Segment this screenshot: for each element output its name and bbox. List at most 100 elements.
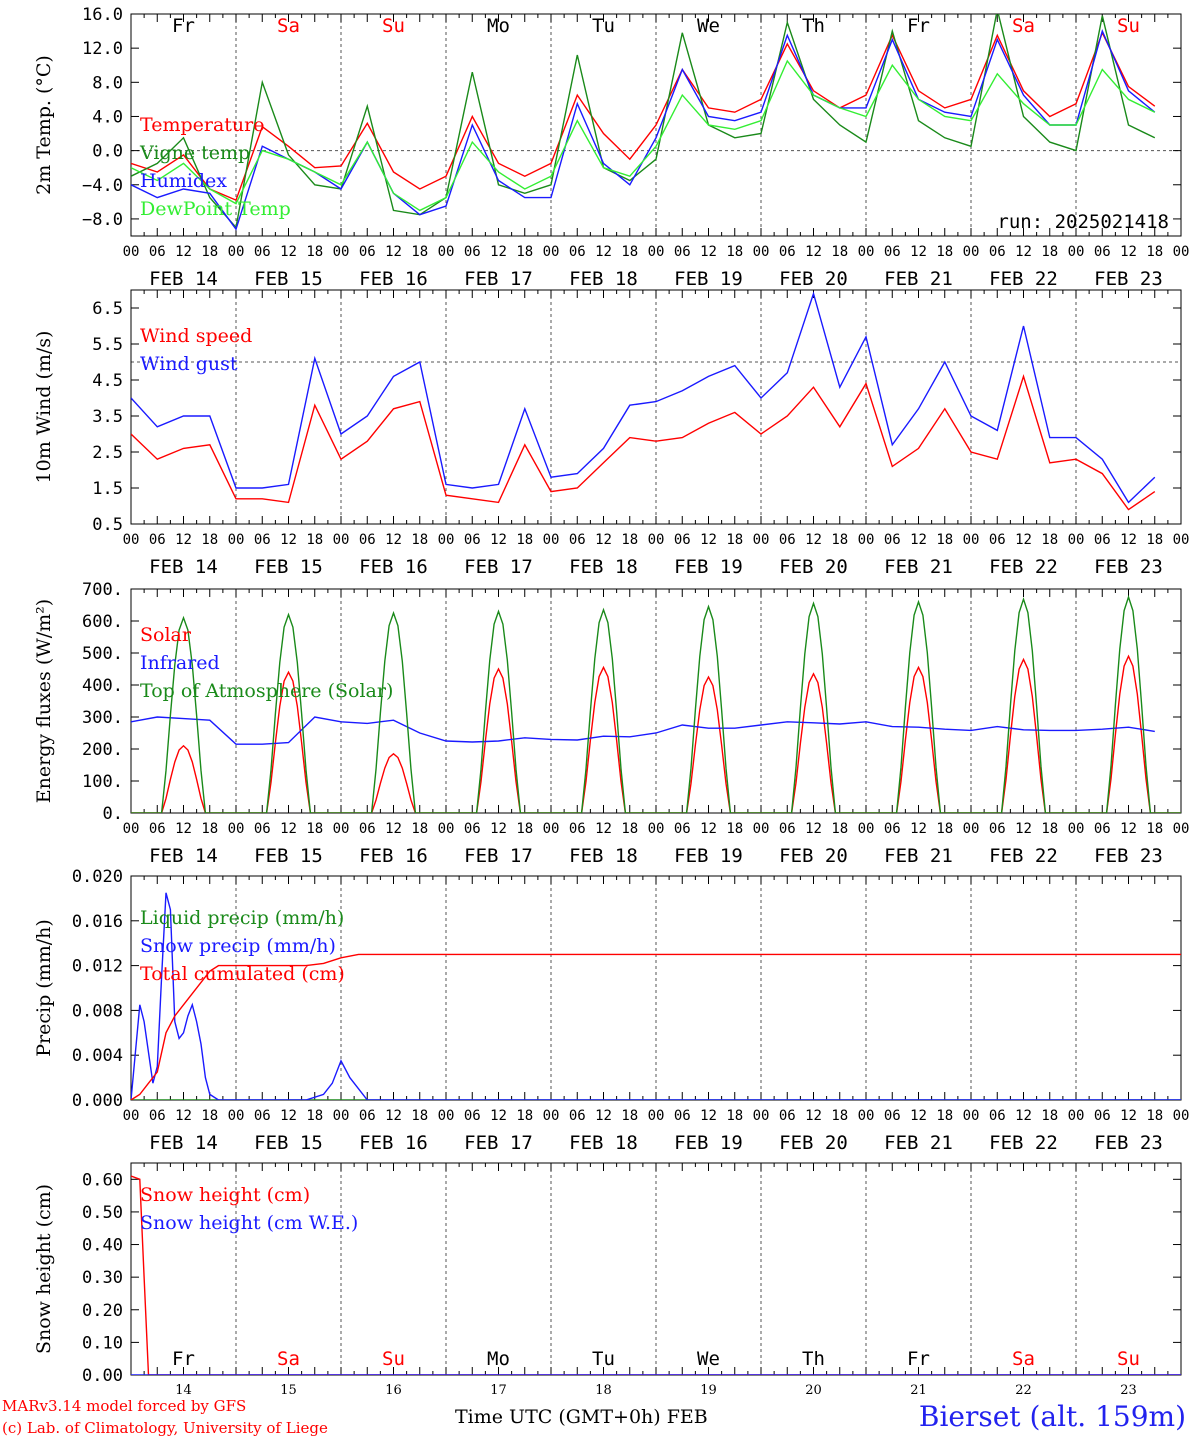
x-tick-label: 12 bbox=[910, 532, 927, 548]
x-tick-label: 06 bbox=[884, 1108, 901, 1124]
x-tick-label: 12 bbox=[910, 244, 927, 260]
date-label: FEB 14 bbox=[149, 1132, 218, 1154]
x-tick-label: 12 bbox=[910, 821, 927, 837]
y-tick-label: 0. bbox=[103, 804, 123, 824]
y-tick-label: 4.0 bbox=[92, 107, 123, 127]
weekday-label: Sa bbox=[277, 15, 300, 37]
date-label: FEB 18 bbox=[569, 1132, 638, 1154]
x-tick-label: 18 bbox=[1146, 532, 1163, 548]
legend-entry: Top of Atmosphere (Solar) bbox=[140, 680, 393, 702]
y-tick-label: 0.016 bbox=[72, 912, 123, 932]
date-label: FEB 20 bbox=[779, 845, 848, 867]
x-tick-label: 00 bbox=[228, 821, 245, 837]
x-tick-label: 06 bbox=[254, 1108, 271, 1124]
x-tick-label: 00 bbox=[963, 532, 980, 548]
x-tick-label: 12 bbox=[1120, 532, 1137, 548]
x-tick-label: 06 bbox=[1094, 532, 1111, 548]
day-number-label: 15 bbox=[280, 1383, 297, 1398]
x-tick-label: 00 bbox=[1173, 821, 1190, 837]
x-tick-label: 06 bbox=[359, 244, 376, 260]
date-label: FEB 17 bbox=[464, 845, 533, 867]
x-tick-label: 00 bbox=[858, 244, 875, 260]
x-tick-label: 06 bbox=[779, 244, 796, 260]
legend-entry: Liquid precip (mm/h) bbox=[140, 907, 344, 929]
weekday-label: Sa bbox=[1012, 15, 1035, 37]
x-tick-label: 12 bbox=[1120, 1108, 1137, 1124]
date-label: FEB 21 bbox=[884, 1132, 953, 1154]
x-tick-label: 12 bbox=[385, 244, 402, 260]
day-number-label: 22 bbox=[1015, 1383, 1032, 1398]
day-number-label: 16 bbox=[385, 1383, 402, 1398]
model-credit: MARv3.14 model forced by GFS bbox=[2, 1397, 247, 1415]
x-tick-label: 18 bbox=[1146, 821, 1163, 837]
date-label: FEB 23 bbox=[1094, 268, 1163, 290]
date-label: FEB 19 bbox=[674, 556, 743, 578]
y-tick-label: 0.50 bbox=[82, 1203, 123, 1223]
x-tick-label: 18 bbox=[726, 244, 743, 260]
weekday-label: Tu bbox=[592, 1348, 615, 1370]
weekday-label: Su bbox=[1117, 15, 1140, 37]
series-line-temperature bbox=[131, 31, 1156, 202]
x-tick-label: 00 bbox=[753, 1108, 770, 1124]
y-tick-label: 0.000 bbox=[72, 1091, 123, 1111]
x-tick-label: 06 bbox=[254, 244, 271, 260]
x-tick-label: 06 bbox=[569, 244, 586, 260]
x-tick-label: 12 bbox=[1120, 244, 1137, 260]
x-tick-label: 06 bbox=[884, 821, 901, 837]
date-label: FEB 15 bbox=[254, 845, 323, 867]
date-label: FEB 23 bbox=[1094, 1132, 1163, 1154]
y-tick-label: 8.0 bbox=[92, 73, 123, 93]
y-tick-label: 0.00 bbox=[82, 1366, 123, 1386]
y-tick-label: 0.020 bbox=[72, 867, 123, 887]
x-tick-label: 00 bbox=[333, 532, 350, 548]
series-line-snow-precip-mm-h- bbox=[131, 892, 1181, 1100]
weekday-label: Su bbox=[382, 15, 405, 37]
lab-credit: (c) Lab. of Climatology, University of L… bbox=[2, 1419, 328, 1437]
x-tick-label: 18 bbox=[936, 1108, 953, 1124]
series-line-solar bbox=[131, 654, 1181, 813]
y-tick-label: 0.40 bbox=[82, 1236, 123, 1256]
x-tick-label: 00 bbox=[543, 821, 560, 837]
x-tick-label: 12 bbox=[1015, 532, 1032, 548]
x-tick-label: 12 bbox=[805, 532, 822, 548]
x-tick-label: 18 bbox=[201, 1108, 218, 1124]
y-tick-label: 0.008 bbox=[72, 1001, 123, 1021]
x-tick-label: 00 bbox=[333, 821, 350, 837]
date-label: FEB 14 bbox=[149, 556, 218, 578]
x-tick-label: 18 bbox=[621, 532, 638, 548]
x-tick-label: 00 bbox=[1068, 244, 1085, 260]
x-tick-label: 12 bbox=[175, 532, 192, 548]
x-tick-label: 18 bbox=[726, 532, 743, 548]
x-tick-label: 18 bbox=[831, 532, 848, 548]
y-tick-label: 200. bbox=[82, 740, 123, 760]
weekday-label: Mo bbox=[487, 15, 510, 37]
x-tick-label: 00 bbox=[438, 244, 455, 260]
weekday-label: Fr bbox=[907, 15, 930, 37]
x-tick-label: 06 bbox=[569, 532, 586, 548]
x-tick-label: 18 bbox=[831, 1108, 848, 1124]
x-tick-label: 00 bbox=[228, 1108, 245, 1124]
x-tick-label: 00 bbox=[753, 244, 770, 260]
day-number-label: 19 bbox=[700, 1383, 717, 1398]
x-tick-label: 18 bbox=[831, 821, 848, 837]
x-tick-label: 18 bbox=[411, 532, 428, 548]
x-tick-label: 12 bbox=[490, 532, 507, 548]
panel-energy bbox=[130, 588, 1182, 814]
legend-entry: Snow height (cm) bbox=[140, 1184, 310, 1206]
date-label: FEB 15 bbox=[254, 1132, 323, 1154]
x-tick-label: 18 bbox=[726, 1108, 743, 1124]
weekday-label: Su bbox=[382, 1348, 405, 1370]
x-tick-label: 00 bbox=[963, 821, 980, 837]
x-tick-label: 12 bbox=[595, 532, 612, 548]
x-tick-label: 06 bbox=[884, 532, 901, 548]
x-tick-label: 18 bbox=[411, 244, 428, 260]
x-tick-label: 12 bbox=[700, 821, 717, 837]
date-label: FEB 15 bbox=[254, 556, 323, 578]
date-label: FEB 22 bbox=[989, 1132, 1058, 1154]
x-tick-label: 12 bbox=[805, 1108, 822, 1124]
legend-entry: Total cumulated (cm) bbox=[140, 963, 345, 985]
weekday-label: Su bbox=[1117, 1348, 1140, 1370]
x-tick-label: 12 bbox=[595, 1108, 612, 1124]
station-label: Bierset (alt. 159m) bbox=[918, 1400, 1186, 1433]
x-tick-label: 18 bbox=[411, 821, 428, 837]
